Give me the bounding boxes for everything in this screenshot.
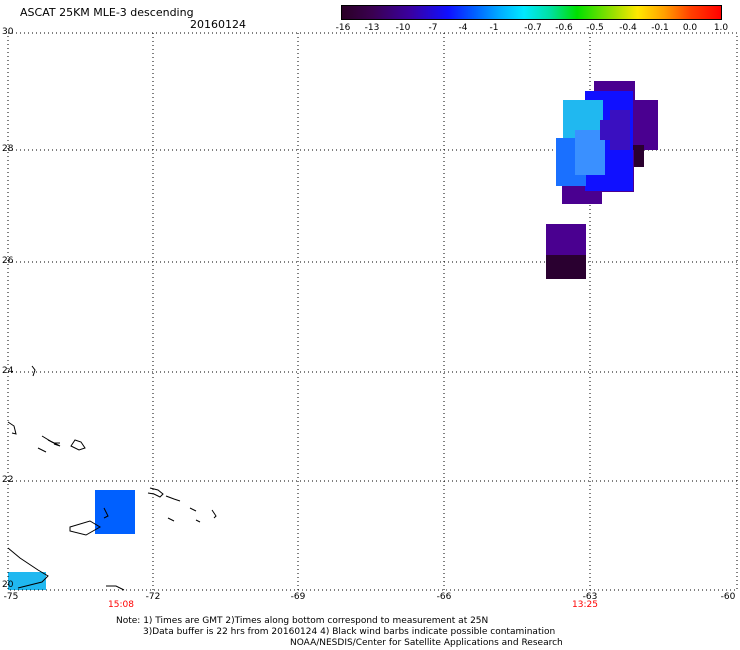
- x-tick-label: -60: [720, 592, 736, 602]
- note-line-3: NOAA/NESDIS/Center for Satellite Applica…: [290, 638, 563, 648]
- x-tick-label: -75: [3, 592, 19, 602]
- y-tick-label: 22: [2, 475, 14, 485]
- wind-swath-cuba: [8, 572, 46, 590]
- x-tick-label: -63: [582, 592, 598, 602]
- color-scale-bar: [341, 5, 722, 20]
- wind-swath-lower: [546, 224, 586, 279]
- colorbar-label: -10: [395, 23, 411, 33]
- colorbar-label: -0.5: [586, 23, 604, 33]
- colorbar-label: -0.7: [524, 23, 542, 33]
- colorbar-label: 1.0: [713, 23, 729, 33]
- wind-swath-upper: [556, 81, 658, 204]
- y-tick-label: 24: [2, 366, 14, 376]
- colorbar-label: -4: [458, 23, 468, 33]
- x-tick-label: -72: [145, 592, 161, 602]
- wind-swath-bahamas: [95, 490, 135, 534]
- y-tick-label: 20: [2, 580, 14, 590]
- colorbar-label: -0.4: [619, 23, 637, 33]
- x-tick-label: -66: [436, 592, 452, 602]
- colorbar-label: -1: [489, 23, 499, 33]
- map-title: ASCAT 25KM MLE-3 descending: [20, 6, 194, 19]
- map-date: 20160124: [190, 18, 246, 31]
- note-line-1: Note: 1) Times are GMT 2)Times along bot…: [116, 616, 489, 626]
- colorbar-label: -0.6: [555, 23, 573, 33]
- y-tick-label: 28: [2, 144, 14, 154]
- note-line-2: 3)Data buffer is 22 hrs from 20160124 4)…: [143, 627, 556, 637]
- y-tick-label: 26: [2, 256, 14, 266]
- colorbar-label: 0.0: [682, 23, 698, 33]
- colorbar-label: -16: [335, 23, 351, 33]
- colorbar-label: -13: [364, 23, 380, 33]
- swath-time-right: 13:25: [572, 600, 598, 610]
- colorbar-label: -0.1: [651, 23, 669, 33]
- coastlines: [7, 365, 217, 591]
- y-tick-label: 30: [2, 27, 14, 37]
- colorbar-label: -7: [428, 23, 438, 33]
- swath-time-left: 15:08: [108, 600, 134, 610]
- x-tick-label: -69: [290, 592, 306, 602]
